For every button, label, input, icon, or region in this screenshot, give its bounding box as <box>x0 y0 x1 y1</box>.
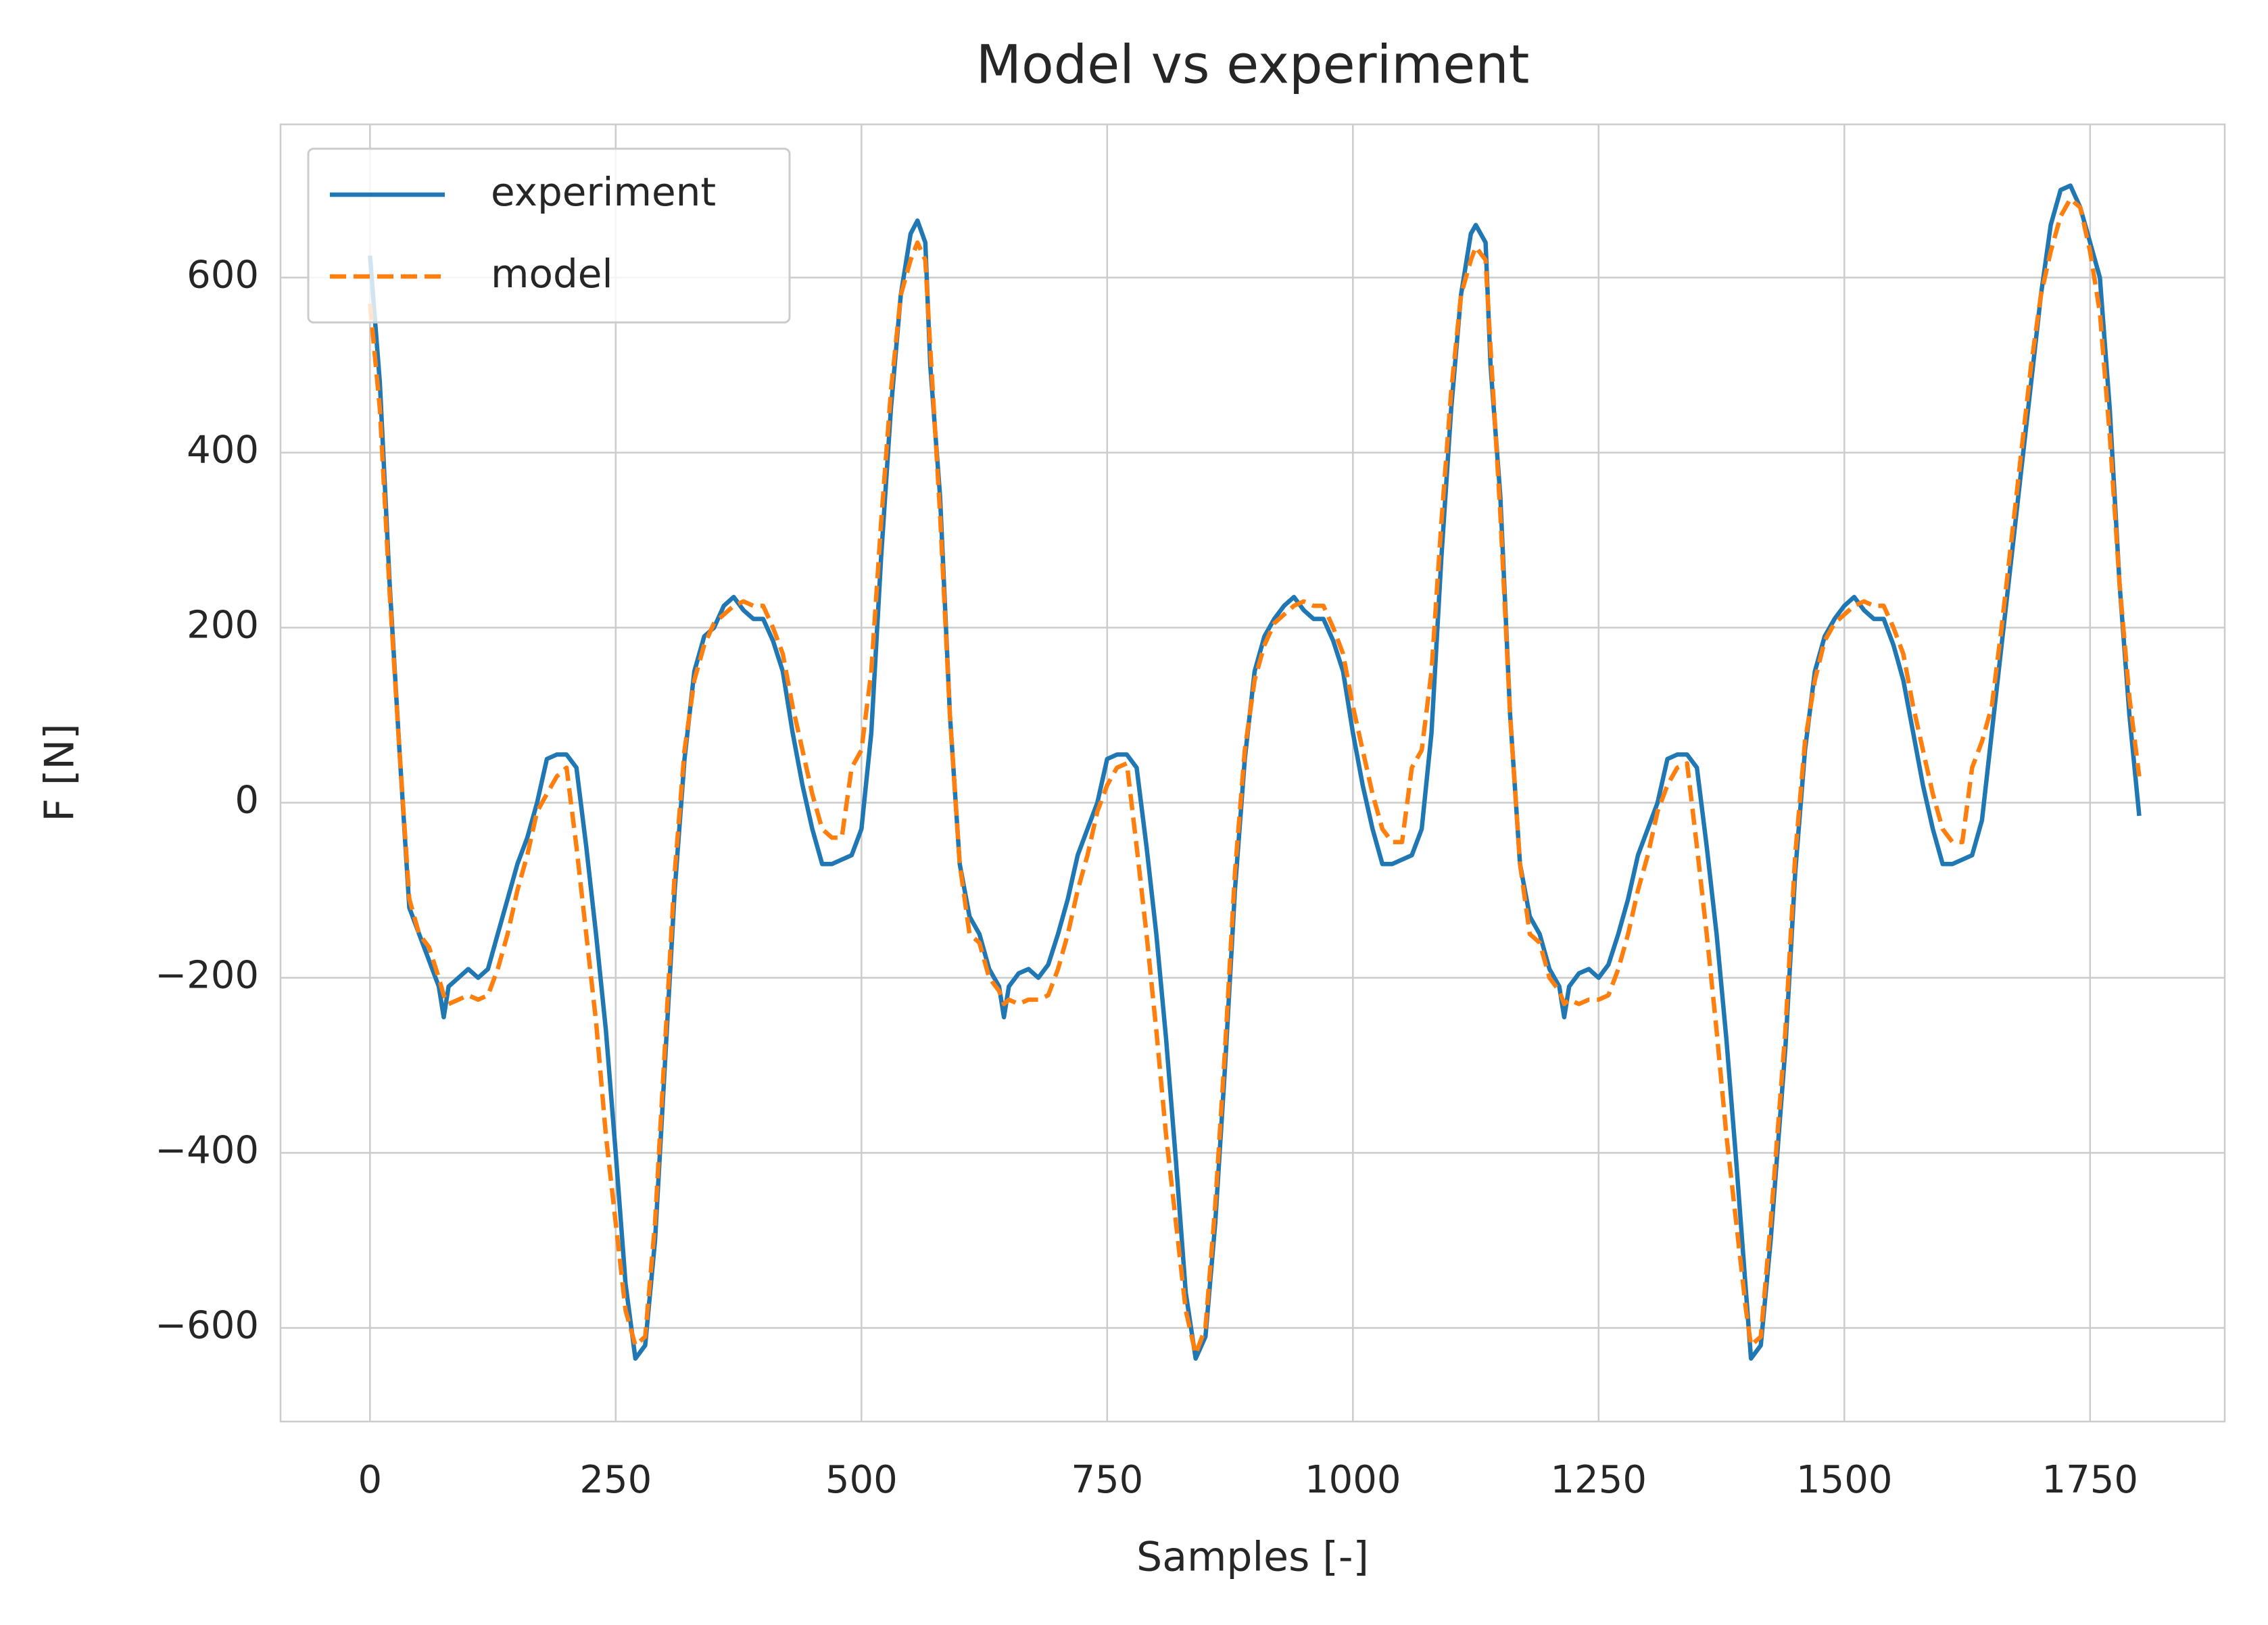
x-tick-label: 1500 <box>1796 1458 1893 1502</box>
y-tick-label: 600 <box>187 253 259 297</box>
x-tick-label: 0 <box>358 1458 382 1502</box>
y-tick-label: 0 <box>235 779 259 823</box>
plot-frame <box>279 123 2226 1423</box>
legend-box <box>307 147 791 324</box>
x-tick-label: 1750 <box>2042 1458 2139 1502</box>
series-line <box>368 196 2142 1357</box>
y-tick-label: −200 <box>155 954 259 998</box>
tick-labels: 0 250 500 750 1000 1250 1500 1750 −600 −400 −200 0 2… <box>155 253 2138 1502</box>
grid <box>281 124 2225 1422</box>
y-tick-label: −600 <box>155 1304 259 1348</box>
legend-label: experiment <box>491 169 716 215</box>
x-tick-label: 750 <box>1071 1458 1143 1502</box>
x-tick-label: 1250 <box>1551 1458 1647 1502</box>
x-tick-label: 250 <box>579 1458 652 1502</box>
y-axis-label: F [N] <box>37 723 84 821</box>
x-tick-label: 1000 <box>1305 1458 1401 1502</box>
x-tick-label: 500 <box>825 1458 898 1502</box>
y-tick-label: 400 <box>187 429 259 472</box>
chart-title: Model vs experiment <box>976 34 1530 95</box>
y-tick-label: 200 <box>187 604 259 648</box>
legend-label: model <box>491 251 613 297</box>
legend: experiment model <box>307 147 791 324</box>
plot-lines <box>368 183 2142 1361</box>
y-tick-label: −400 <box>155 1129 259 1173</box>
x-axis-label: Samples [-] <box>1136 1534 1369 1581</box>
